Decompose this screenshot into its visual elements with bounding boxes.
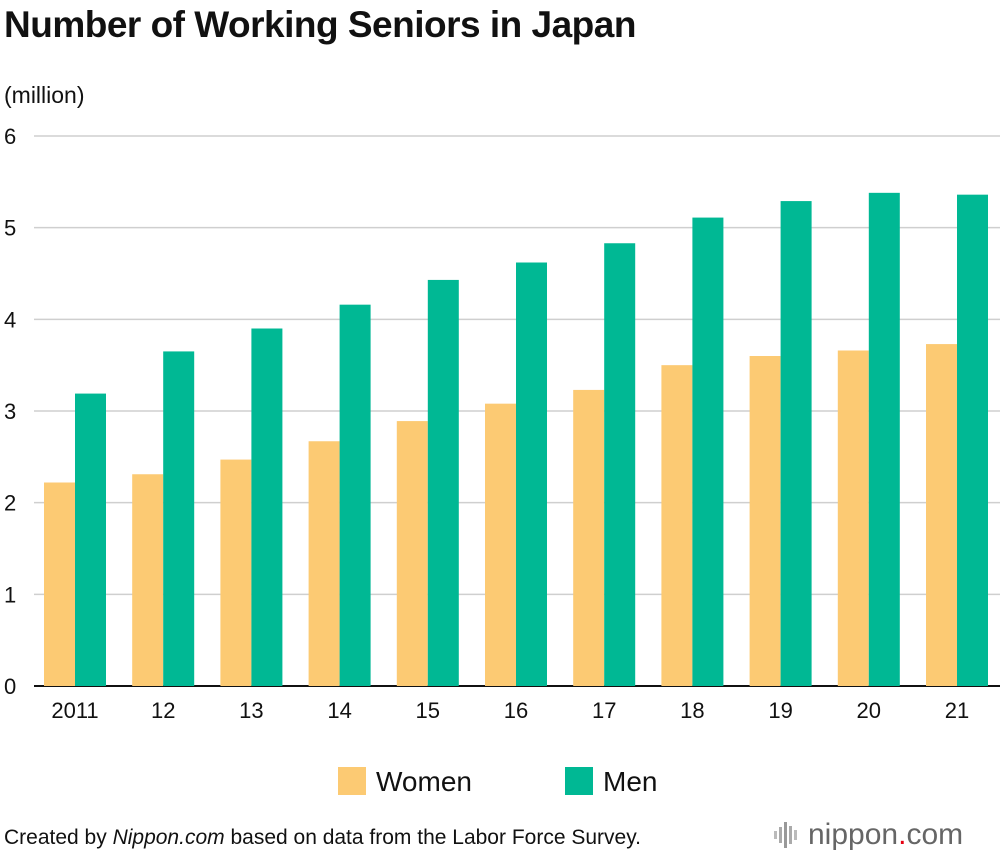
bar-women-12 [132, 474, 164, 686]
logo-text-com: com [906, 818, 964, 851]
x-tick-label: 12 [151, 698, 175, 723]
x-tick-label: 14 [327, 698, 351, 723]
y-axis-tick-labels: 0 1 2 3 4 5 6 [4, 124, 16, 699]
bar-men-16 [516, 262, 547, 686]
bar-men-21 [957, 194, 988, 686]
bars [44, 192, 988, 687]
bar-men-12 [163, 351, 195, 686]
bar-women-21 [926, 344, 957, 686]
x-tick-label: 20 [857, 698, 881, 723]
x-tick-label: 18 [680, 698, 704, 723]
bar-men-2011 [75, 393, 106, 686]
bar-men-19 [780, 201, 812, 687]
x-tick-label: 16 [504, 698, 528, 723]
x-tick-label: 21 [945, 698, 969, 723]
legend: Women Men [338, 766, 657, 797]
source-note-site: Nippon.com [112, 826, 225, 849]
bar-men-13 [251, 328, 283, 686]
legend-swatch-men [565, 767, 593, 795]
y-tick-label: 3 [4, 399, 16, 424]
y-tick-label: 5 [4, 216, 16, 241]
bar-women-13 [220, 459, 252, 686]
chart-title: Number of Working Seniors in Japan [4, 4, 636, 45]
bar-men-14 [339, 304, 371, 686]
x-tick-label: 15 [416, 698, 440, 723]
y-axis-unit-label: (million) [4, 82, 85, 108]
logo-text-nippon: nippon [808, 818, 899, 851]
x-tick-label: 17 [592, 698, 616, 723]
y-tick-label: 4 [4, 307, 16, 332]
x-axis-tick-labels: 2011 12 13 14 15 16 17 18 19 20 21 [51, 698, 969, 723]
nippon-logo: nippon. com [774, 818, 963, 852]
source-note-suffix: based on data from the Labor Force Surve… [224, 826, 641, 849]
legend-label-men: Men [603, 766, 657, 797]
bar-women-17 [573, 389, 605, 686]
y-tick-label: 6 [4, 124, 16, 149]
legend-swatch-women [338, 767, 366, 795]
bar-women-14 [308, 441, 340, 686]
sound-wave-icon [774, 822, 797, 848]
bar-men-15 [427, 279, 459, 686]
y-tick-label: 0 [4, 674, 16, 699]
bar-women-16 [485, 403, 516, 686]
bar-men-17 [604, 243, 636, 686]
source-note: Created by Nippon.com based on data from… [4, 826, 641, 850]
bar-men-18 [692, 217, 724, 687]
y-tick-label: 2 [4, 491, 16, 516]
x-tick-label: 13 [239, 698, 263, 723]
x-tick-label: 2011 [51, 698, 98, 723]
legend-label-women: Women [376, 766, 472, 797]
bar-men-20 [868, 192, 900, 687]
bar-women-15 [396, 421, 428, 686]
x-tick-label: 19 [768, 698, 792, 723]
bar-women-19 [749, 356, 781, 686]
bar-women-18 [661, 365, 693, 686]
bar-women-2011 [44, 482, 75, 686]
logo-dot: . [898, 818, 907, 851]
y-tick-label: 1 [4, 582, 16, 607]
source-note-prefix: Created by [4, 826, 113, 849]
bar-women-20 [837, 350, 869, 686]
